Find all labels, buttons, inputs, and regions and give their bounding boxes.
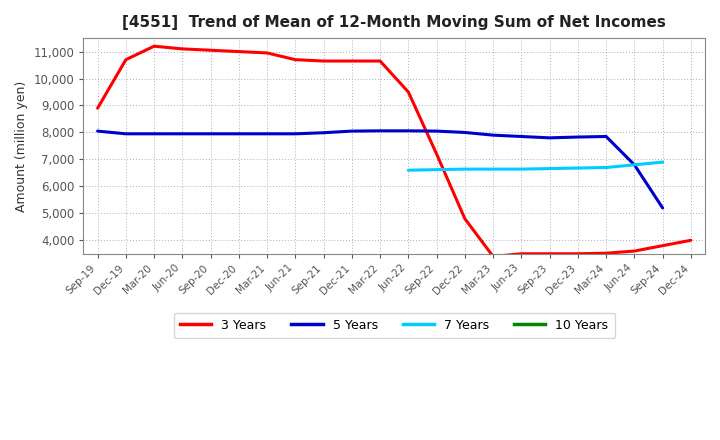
Title: [4551]  Trend of Mean of 12-Month Moving Sum of Net Incomes: [4551] Trend of Mean of 12-Month Moving …	[122, 15, 666, 30]
Y-axis label: Amount (million yen): Amount (million yen)	[15, 81, 28, 212]
Legend: 3 Years, 5 Years, 7 Years, 10 Years: 3 Years, 5 Years, 7 Years, 10 Years	[174, 312, 615, 338]
